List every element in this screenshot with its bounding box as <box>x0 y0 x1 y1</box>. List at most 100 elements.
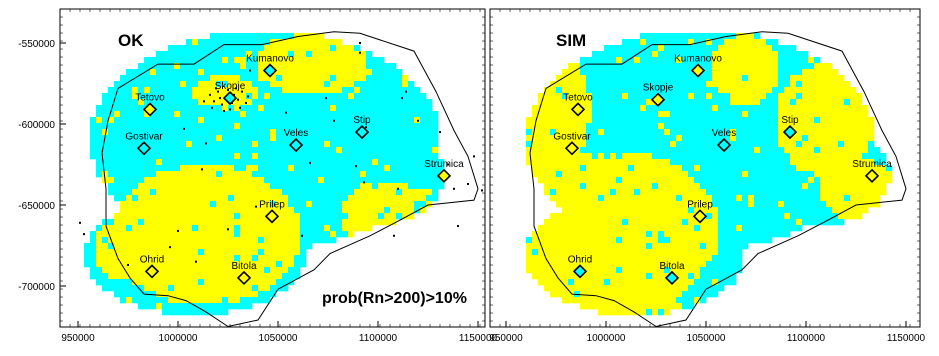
x-tick-label: 1100000 <box>359 333 398 344</box>
sample-point <box>215 87 217 90</box>
sample-point <box>245 101 247 104</box>
sample-point <box>239 106 241 109</box>
sample-point <box>247 95 249 98</box>
city-label: Strumica <box>852 159 892 170</box>
city-label: Ohrid <box>140 254 164 265</box>
sample-point <box>457 225 459 228</box>
sample-point <box>325 97 327 100</box>
sample-point <box>227 228 229 231</box>
city-marker: Prilep <box>259 199 285 224</box>
map-title: OK <box>118 31 144 50</box>
x-tick-label: 1150000 <box>459 333 498 344</box>
x-tick-label: 1150000 <box>887 333 926 344</box>
region-boundary <box>529 31 907 328</box>
sample-point <box>237 98 239 101</box>
sample-point <box>127 263 129 266</box>
sample-point <box>211 106 213 109</box>
city-marker: Stip <box>781 115 799 140</box>
x-tick-label: 1050000 <box>687 333 726 344</box>
city-marker: Tetovo <box>135 92 165 117</box>
city-label: Stip <box>781 115 799 126</box>
sample-point <box>219 97 221 100</box>
city-marker: Bitola <box>231 261 257 286</box>
probability-surface <box>84 33 445 316</box>
city-marker: Prilep <box>687 199 713 224</box>
sample-point <box>235 87 237 90</box>
sample-point <box>453 187 455 190</box>
sample-point <box>359 42 361 44</box>
city-label: Stip <box>353 115 371 126</box>
sample-point <box>405 90 407 93</box>
y-tick-label: -700000 <box>18 282 55 293</box>
city-label: Strumica <box>424 159 464 170</box>
city-marker: Kumanovo <box>246 54 294 78</box>
sample-point <box>255 205 257 208</box>
sample-point <box>203 100 205 103</box>
city-marker: Gostivar <box>553 131 591 156</box>
city-label: Gostivar <box>553 131 591 142</box>
city-marker: Gostivar <box>125 131 163 156</box>
y-tick-label: -600000 <box>18 120 55 131</box>
sample-point <box>195 260 197 263</box>
sample-point <box>209 93 211 96</box>
sample-point <box>241 90 243 93</box>
sample-point <box>467 182 469 185</box>
x-tick-label: 950000 <box>489 333 523 344</box>
city-label: Skopje <box>215 81 246 92</box>
x-tick-label: 950000 <box>61 333 95 344</box>
sample-point <box>205 142 207 145</box>
map-frame <box>59 8 486 328</box>
city-label: Prilep <box>259 199 285 210</box>
sample-point <box>417 119 419 122</box>
sample-point <box>79 221 81 224</box>
x-tick-label: 1100000 <box>787 333 826 344</box>
sample-point <box>439 131 441 134</box>
sample-point <box>227 88 229 91</box>
region-boundary <box>101 31 479 328</box>
sample-point <box>333 119 335 122</box>
city-marker: Bitola <box>659 261 685 286</box>
city-marker: Strumica <box>852 159 892 183</box>
city-marker: Veles <box>712 128 736 153</box>
city-label: Veles <box>712 128 736 139</box>
map-frame <box>489 8 921 328</box>
map-panel-sim: Kumanovo Skopje Tetovo Stip Gostivar Veles Str… <box>489 8 926 344</box>
city-marker: Strumica <box>424 159 464 183</box>
city-label: Gostivar <box>125 131 163 142</box>
sample-point <box>229 108 231 111</box>
caption: prob(Rn>200)>10% <box>322 290 467 307</box>
city-label: Tetovo <box>135 92 165 103</box>
sample-point <box>183 127 185 130</box>
city-label: Kumanovo <box>674 54 722 65</box>
city-label: Tetovo <box>563 92 593 103</box>
city-label: Skopje <box>643 83 674 94</box>
sample-point <box>177 229 179 232</box>
sample-point <box>233 93 235 96</box>
sample-point <box>217 90 219 93</box>
sample-point <box>301 234 303 237</box>
sample-point <box>285 111 287 114</box>
x-tick-label: 1000000 <box>159 333 198 344</box>
city-label: Ohrid <box>568 254 592 265</box>
city-label: Bitola <box>231 261 256 272</box>
city-marker: Stip <box>353 115 371 140</box>
x-tick-label: 1000000 <box>587 333 626 344</box>
y-axis: -550000 -600000 -650000 -700000 <box>18 39 66 293</box>
city-label: Prilep <box>687 199 713 210</box>
city-marker: Tetovo <box>563 92 593 117</box>
map-title: SIM <box>556 31 586 50</box>
sample-point <box>447 163 449 166</box>
city-marker: Skopje <box>643 83 674 107</box>
city-marker: Kumanovo <box>674 54 722 78</box>
sample-point <box>309 161 311 164</box>
y-tick-label: -550000 <box>18 39 55 50</box>
sample-point <box>201 168 203 171</box>
sample-point <box>355 165 357 168</box>
map-panel-ok: Kumanovo Skopje Tetovo Stip Gostivar Veles Str… <box>59 8 498 344</box>
sample-point <box>397 187 399 190</box>
sample-point <box>473 155 475 158</box>
y-tick-label: -650000 <box>18 201 55 212</box>
sample-point <box>83 233 85 236</box>
